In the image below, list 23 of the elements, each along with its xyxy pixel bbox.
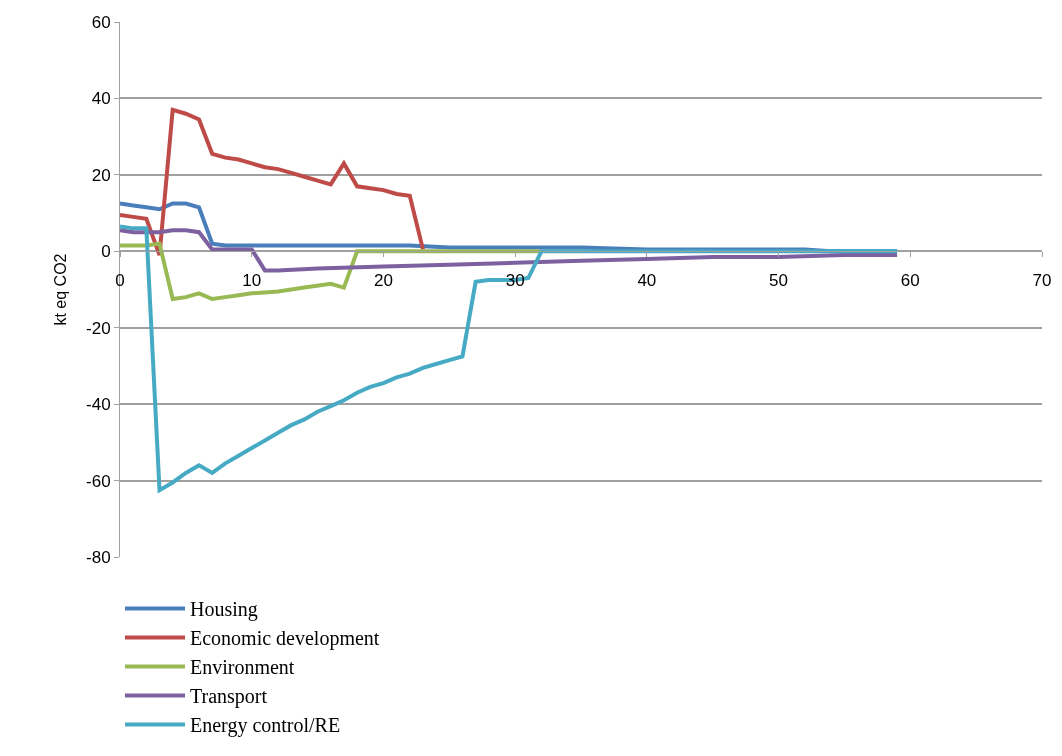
y-tick-label: -40 xyxy=(86,395,111,415)
x-tick-label: 40 xyxy=(637,270,657,290)
x-tick-label: 60 xyxy=(900,270,920,290)
x-tick-label: 10 xyxy=(242,270,262,290)
legend-label: Economic development xyxy=(190,627,380,651)
y-tick-label: -20 xyxy=(86,318,111,338)
line-series xyxy=(120,107,425,258)
x-tick-label: 0 xyxy=(115,270,125,290)
y-tick-label: -60 xyxy=(86,471,111,491)
y-tick-label: -80 xyxy=(86,547,111,567)
x-tick-label: 20 xyxy=(373,270,393,290)
legend-label: Transport xyxy=(190,685,268,709)
y-tick-label: 0 xyxy=(101,242,111,262)
legend-label: Environment xyxy=(190,656,295,679)
legend-label: Housing xyxy=(190,598,258,622)
x-tick-label: 70 xyxy=(1032,270,1052,290)
y-tick-label: 20 xyxy=(91,165,111,185)
x-tick-label: 50 xyxy=(769,270,789,290)
line-series xyxy=(120,228,900,273)
legend-label: Energy control/RE xyxy=(190,714,341,738)
y-tick-label: 60 xyxy=(91,12,111,32)
y-tick-label: 40 xyxy=(91,89,111,109)
y-axis-title: kt eq CO2 xyxy=(51,253,69,326)
